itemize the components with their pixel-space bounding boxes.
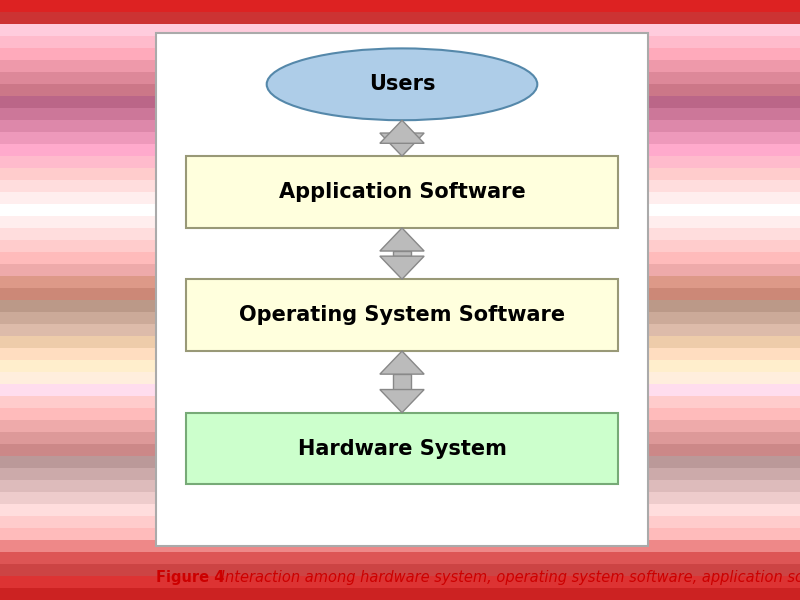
Polygon shape [380,120,424,143]
Polygon shape [380,351,424,374]
FancyBboxPatch shape [186,156,618,228]
Text: Interaction among hardware system, operating system software, application softwa: Interaction among hardware system, opera… [216,570,800,585]
Polygon shape [380,256,424,279]
Polygon shape [380,133,424,156]
Bar [393,251,411,256]
Bar [393,133,411,143]
Text: Users: Users [369,74,435,94]
Text: Operating System Software: Operating System Software [239,305,565,325]
Ellipse shape [266,49,538,120]
FancyBboxPatch shape [186,413,618,484]
Text: Figure 4: Figure 4 [156,570,224,585]
Text: Hardware System: Hardware System [298,439,506,458]
FancyBboxPatch shape [186,279,618,351]
Text: Application Software: Application Software [278,182,526,202]
Polygon shape [380,228,424,251]
Bar [393,374,411,389]
Polygon shape [380,389,424,413]
